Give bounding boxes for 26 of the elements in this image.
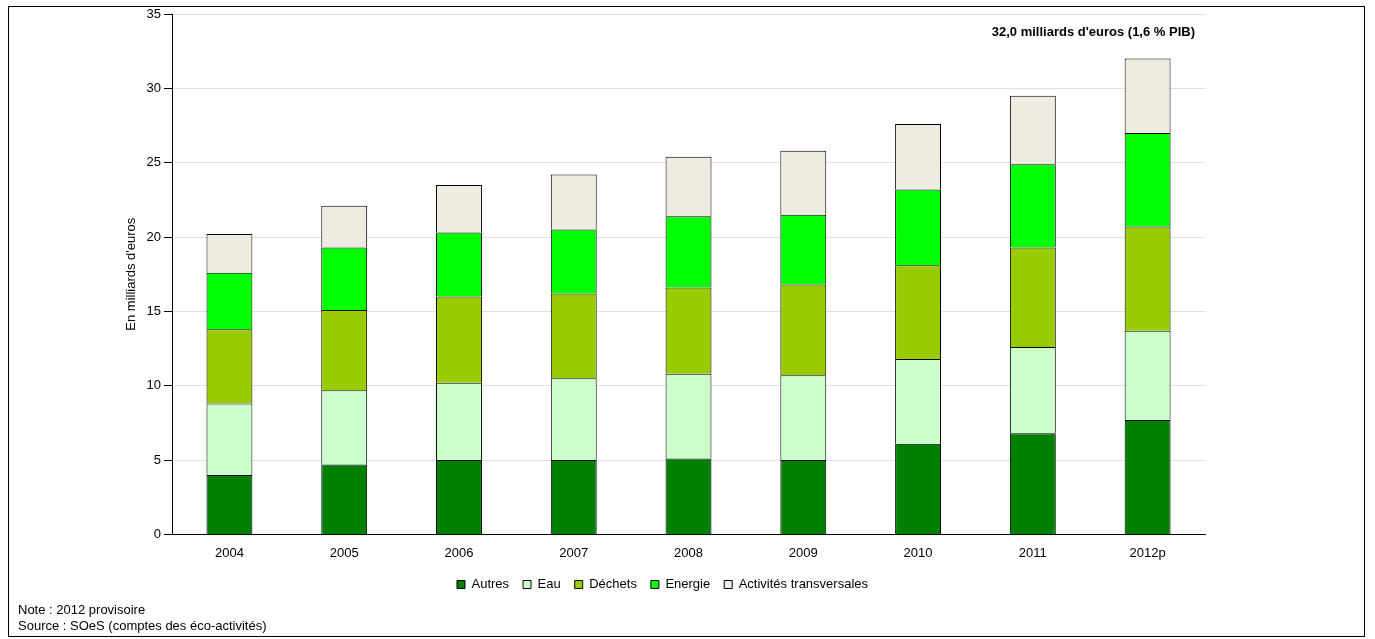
- source-note: Source : SOeS (comptes des éco-activités): [18, 617, 267, 633]
- x-tick-label: 2009: [788, 544, 818, 560]
- y-tick-label: 25: [146, 154, 162, 170]
- y-tick-label: 30: [146, 79, 162, 95]
- x-tick-label: 2012p: [1129, 544, 1166, 560]
- x-tick-label: 2008: [674, 544, 703, 560]
- legend-label: Eau: [537, 576, 561, 592]
- x-tick-label: 2007: [559, 544, 589, 560]
- y-tick-label: 35: [146, 5, 162, 21]
- text: Note : 2012 provisoire: [18, 601, 146, 617]
- x-tick-label: 2004: [214, 544, 244, 560]
- x-tick-label: 2010: [903, 544, 933, 560]
- x-tick-label: 2005: [329, 544, 359, 560]
- y-tick-label: 0: [153, 525, 162, 541]
- legend-label: Energie: [665, 576, 711, 592]
- y-tick-label: 15: [146, 302, 162, 318]
- y-tick-label: 20: [146, 228, 162, 244]
- legend-label: Autres: [471, 576, 510, 592]
- legend-label: Activités transversales: [738, 576, 869, 592]
- y-tick-label: 10: [146, 377, 162, 393]
- x-tick-label: 2006: [444, 544, 474, 560]
- y-axis-title: En milliards d'euros: [123, 217, 139, 331]
- x-tick-label: 2011: [1018, 544, 1047, 560]
- legend-label: Déchets: [589, 576, 638, 592]
- y-tick-label: 5: [153, 451, 162, 467]
- annotation: 32,0 milliards d'euros (1,6 % PIB): [991, 23, 1195, 39]
